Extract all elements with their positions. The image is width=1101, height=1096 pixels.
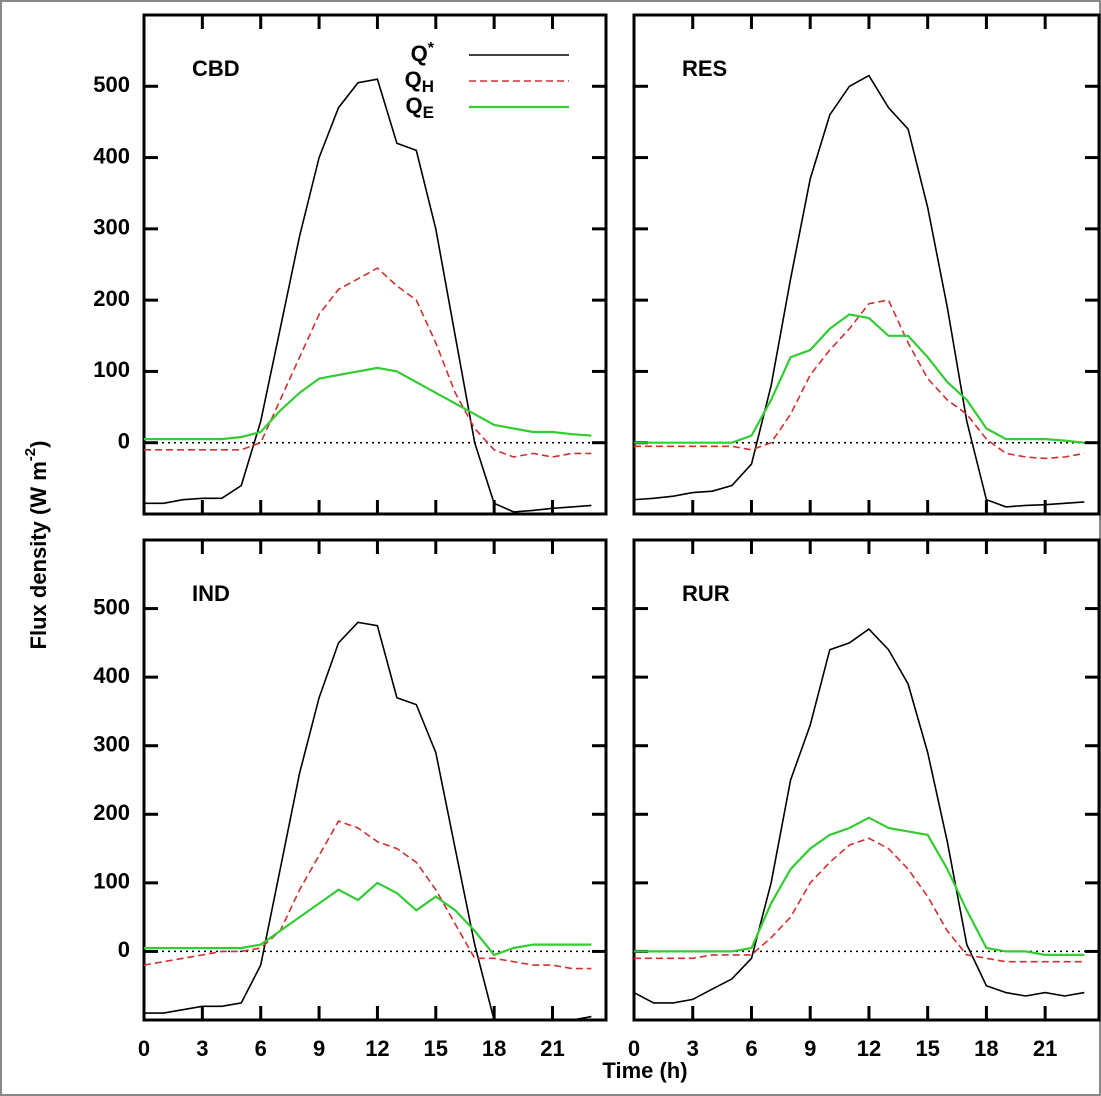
series-line	[144, 267, 592, 458]
plot-area	[632, 538, 1101, 1022]
panel-title: RUR	[682, 581, 730, 606]
series-group	[634, 628, 1085, 1004]
y-tick-label: 300	[93, 732, 130, 757]
x-tick-label: 9	[804, 1036, 816, 1061]
panel-title: CBD	[192, 56, 240, 81]
x-tick-label: 6	[255, 1036, 267, 1061]
y-tick-label: 100	[93, 357, 130, 382]
series-group	[144, 78, 592, 513]
x-tick-label: 21	[540, 1036, 564, 1061]
x-tick-label: 3	[196, 1036, 208, 1061]
y-tick-label: 200	[93, 286, 130, 311]
series-line	[144, 820, 592, 970]
y-tick-label: 300	[93, 215, 130, 240]
y-tick-label: 400	[93, 663, 130, 688]
x-tick-label: 15	[915, 1036, 939, 1061]
plot-area	[142, 538, 608, 1022]
x-tick-label: 15	[424, 1036, 448, 1061]
x-tick-label: 12	[857, 1036, 881, 1061]
x-tick-label: 3	[687, 1036, 699, 1061]
legend-label: QH	[405, 67, 434, 97]
series-line	[634, 74, 1085, 508]
series-group	[144, 621, 592, 1020]
panel-title: IND	[192, 581, 230, 606]
series-line	[144, 366, 592, 441]
y-axis-label: Flux density (W m-2)	[22, 441, 51, 650]
series-line	[634, 628, 1085, 1004]
series-line	[144, 78, 592, 513]
x-tick-label: 0	[628, 1036, 640, 1061]
legend-label: QE	[406, 93, 434, 123]
y-tick-label: 100	[93, 869, 130, 894]
x-axis-label: Time (h)	[602, 1058, 687, 1083]
y-tick-label: 500	[93, 72, 130, 97]
legend-label: Q*	[411, 40, 435, 66]
series-line	[634, 837, 1085, 963]
x-tick-label: 18	[974, 1036, 998, 1061]
x-tick-label: 9	[313, 1036, 325, 1061]
panel-title: RES	[682, 56, 727, 81]
series-line	[634, 313, 1085, 444]
plot-area	[632, 13, 1101, 516]
series-line	[144, 621, 592, 1020]
series-line	[144, 881, 592, 957]
y-tick-label: 200	[93, 800, 130, 825]
x-tick-label: 0	[138, 1036, 150, 1061]
x-tick-label: 6	[745, 1036, 757, 1061]
series-line	[634, 299, 1085, 460]
y-tick-label: 400	[93, 143, 130, 168]
series-group	[634, 74, 1085, 508]
x-tick-label: 12	[365, 1036, 389, 1061]
x-tick-label: 18	[482, 1036, 506, 1061]
y-tick-label: 0	[118, 937, 130, 962]
y-tick-label: 0	[118, 429, 130, 454]
series-line	[634, 816, 1085, 956]
y-tick-label: 500	[93, 594, 130, 619]
x-tick-label: 21	[1033, 1036, 1057, 1061]
